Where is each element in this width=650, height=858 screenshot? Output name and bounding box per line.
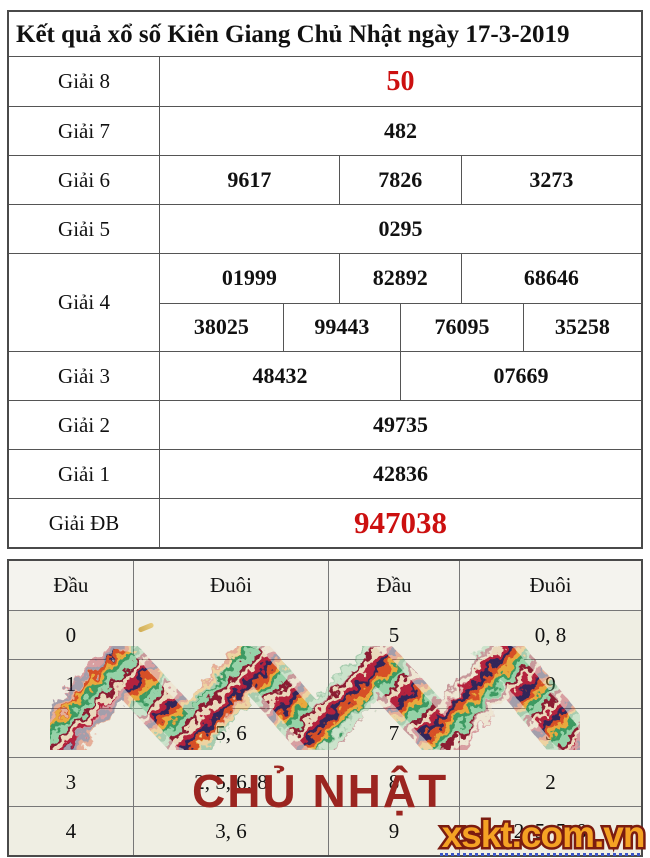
prize-value-5: 0295	[159, 205, 641, 253]
xskt-logo-text[interactable]: xskt.com.vn	[439, 812, 648, 858]
prize-label-2: Giải 2	[58, 412, 110, 437]
prize-row-4: Giải 4 01999 82892 68646 38025 99443 760…	[9, 253, 641, 351]
prize-label-4: Giải 4	[58, 290, 110, 314]
prize-row-8: Giải 8 50	[9, 57, 641, 106]
prize-value-4-5: 99443	[282, 303, 400, 351]
results-table: Kết quả xổ số Kiên Giang Chủ Nhật ngày 1…	[7, 10, 643, 549]
prize-row-3: Giải 3 48432 07669	[9, 351, 641, 400]
prize-value-4-6: 76095	[399, 303, 523, 351]
prize-row-1: Giải 1 42836	[9, 449, 641, 498]
tail-cell: 3, 6	[132, 807, 328, 855]
prize-value-7: 482	[159, 107, 641, 155]
prize-label-7: Giải 7	[58, 118, 110, 143]
prize-row-db: Giải ĐB 947038	[9, 498, 641, 547]
tail-cell: 3	[458, 709, 641, 757]
prize-value-4-7: 35258	[522, 303, 641, 351]
prize-row-5: Giải 5 0295	[9, 204, 641, 253]
head-tail-row-0: 0 5 0, 8	[9, 610, 641, 659]
head-cell: 7	[328, 709, 459, 757]
head-cell: 9	[328, 807, 459, 855]
head-cell: 5	[328, 611, 459, 659]
prize-value-4-3: 68646	[460, 254, 641, 303]
prize-label-5: Giải 5	[58, 216, 110, 241]
prize-row-6: Giải 6 9617 7826 3273	[9, 155, 641, 204]
chu-nhat-watermark: CHỦ NHẬT	[192, 765, 449, 817]
prize-value-4-1: 01999	[159, 254, 339, 303]
head-cell: 3	[65, 769, 77, 794]
head-cell: 8	[328, 758, 459, 806]
tail-cell: 2, 5, 5, 9	[458, 807, 641, 855]
prize-value-db: 947038	[159, 499, 641, 547]
prize-value-6-3: 3273	[460, 156, 641, 204]
tail-cell: 2, 5, 6, 8	[132, 758, 328, 806]
head-tail-row-4: 4 3, 6 9 2, 5, 5, 9	[9, 806, 641, 855]
prize-label-8: Giải 8	[58, 69, 110, 93]
tail-cell: 2	[458, 758, 641, 806]
tail-cell: 0, 8	[458, 611, 641, 659]
head-cell: 1	[65, 671, 77, 696]
prize-value-4-2: 82892	[338, 254, 461, 303]
prize-label-3: Giải 3	[58, 363, 110, 388]
xskt-logo[interactable]: xskt.com.vn	[435, 812, 650, 858]
prize-value-1: 42836	[159, 450, 641, 498]
tail-cell: 7	[132, 660, 328, 708]
prize-value-6-1: 9617	[159, 156, 339, 204]
logo-dotted-underline	[440, 853, 640, 856]
head-tail-row-2: 2 5, 6 7 3	[9, 708, 641, 757]
col-header-duoi-right: Đuôi	[458, 561, 641, 610]
prize-value-4-4: 38025	[159, 303, 283, 351]
tail-cell: 9	[458, 660, 641, 708]
prize-value-3-2: 07669	[400, 352, 641, 400]
tail-cell: 5, 6	[132, 709, 328, 757]
col-header-dau-left: Đầu	[53, 573, 89, 597]
prize-value-2: 49735	[159, 401, 641, 449]
prize-row-7: Giải 7 482	[9, 106, 641, 155]
head-tail-row-3: 3 2, 5, 6, 8 8 2	[9, 757, 641, 806]
prize-label-db: Giải ĐB	[48, 510, 120, 535]
col-header-dau-right: Đầu	[328, 561, 459, 610]
page-title: Kết quả xổ số Kiên Giang Chủ Nhật ngày 1…	[9, 12, 641, 57]
head-cell: 4	[65, 818, 77, 843]
prize-value-8: 50	[159, 57, 641, 106]
head-tail-row-1: 1 7 6 9	[9, 659, 641, 708]
head-cell: 6	[328, 660, 459, 708]
prize-label-6: Giải 6	[58, 167, 110, 192]
tail-cell	[132, 611, 328, 659]
head-tail-header-row: Đầu Đuôi Đầu Đuôi	[9, 561, 641, 610]
head-cell: 0	[65, 622, 77, 647]
head-cell: 2	[65, 720, 77, 745]
prize-value-3-1: 48432	[159, 352, 400, 400]
prize-row-2: Giải 2 49735	[9, 400, 641, 449]
col-header-duoi-left: Đuôi	[132, 561, 328, 610]
prize-value-6-2: 7826	[338, 156, 461, 204]
prize-label-1: Giải 1	[58, 461, 110, 486]
